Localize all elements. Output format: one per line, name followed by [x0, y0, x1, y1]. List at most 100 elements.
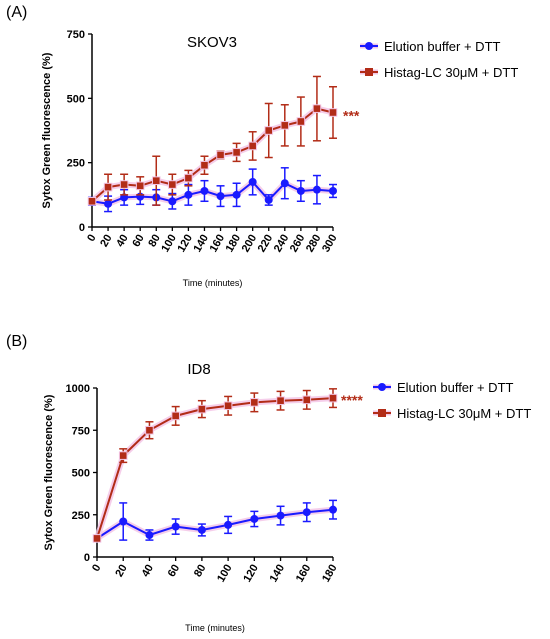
- data-point: [184, 190, 193, 199]
- data-point: [264, 195, 273, 204]
- data-point: [223, 401, 233, 411]
- data-point: [216, 192, 225, 201]
- data-point: [171, 522, 180, 531]
- x-tick-label: 180: [224, 233, 244, 255]
- data-point: [224, 520, 233, 529]
- y-axis-label: Sytox Green fluorescence (%): [41, 52, 53, 208]
- x-tick-label: 80: [146, 233, 163, 250]
- data-point: [168, 197, 177, 206]
- chart-title: ID8: [187, 361, 210, 378]
- legend-item: Elution buffer + DTT: [373, 380, 514, 395]
- data-point: [276, 396, 285, 405]
- x-tick-label: 120: [241, 563, 261, 585]
- legend-item: Histag-LC 30μM + DTT: [373, 406, 531, 421]
- x-tick-label: 40: [140, 563, 157, 580]
- x-tick-label: 60: [130, 233, 147, 250]
- legend-label: Histag-LC 30μM + DTT: [397, 406, 531, 421]
- y-axis-label: Sytox Green fluorescence (%): [43, 394, 55, 550]
- significance-marker: ***: [343, 107, 360, 123]
- significance-marker: ****: [341, 392, 363, 408]
- x-tick-label: 300: [320, 233, 340, 255]
- x-tick-label: 20: [98, 233, 115, 250]
- series-line-glow: [94, 395, 334, 540]
- data-point: [276, 511, 285, 520]
- data-point: [151, 176, 161, 185]
- legend-marker: [365, 42, 373, 50]
- chart-panel-b: (B) ID8 0 250 500 750 1000 0 20 40 60 80 100 120 140 16…: [6, 333, 531, 633]
- data-point: [92, 534, 102, 543]
- y-tick-label: 750: [72, 425, 90, 437]
- data-point: [216, 150, 225, 160]
- x-tick-label: 100: [159, 233, 179, 255]
- data-point: [250, 514, 259, 523]
- x-tick-label: 0: [90, 563, 103, 574]
- y-tick-label: 0: [79, 222, 85, 234]
- x-axis-label: Time (minutes): [185, 623, 245, 633]
- legend-marker: [378, 409, 386, 417]
- data-point: [328, 108, 338, 117]
- series-line: [91, 181, 334, 205]
- data-point: [296, 186, 305, 195]
- legend-label: Elution buffer + DTT: [384, 39, 501, 54]
- x-tick-label: 80: [192, 563, 209, 580]
- x-tick-label: 40: [114, 233, 131, 250]
- x-tick-label: 280: [304, 233, 324, 255]
- data-point: [119, 517, 128, 526]
- legend-marker: [365, 68, 373, 76]
- series-red: [87, 75, 338, 206]
- panel-label: (B): [6, 333, 27, 350]
- data-point: [119, 180, 129, 189]
- data-point: [312, 104, 322, 113]
- x-tick-label: 160: [294, 563, 314, 585]
- legend-item: Elution buffer + DTT: [360, 39, 501, 54]
- x-axis-label: Time (minutes): [183, 278, 243, 288]
- y-tick-label: 500: [72, 468, 90, 480]
- x-tick-label: 260: [288, 233, 308, 255]
- y-tick-label: 250: [67, 158, 85, 170]
- x-tick-label: 100: [215, 563, 235, 585]
- y-tick-label: 500: [67, 93, 85, 105]
- data-point: [264, 126, 274, 135]
- data-point: [145, 531, 154, 540]
- legend-marker: [378, 383, 386, 391]
- y-tick-label: 0: [84, 552, 90, 564]
- x-tick-label: 200: [240, 233, 260, 255]
- data-point: [232, 148, 241, 157]
- data-point: [197, 404, 207, 414]
- data-point: [87, 196, 97, 206]
- data-point: [329, 186, 337, 195]
- series-red: [92, 388, 338, 543]
- data-point: [232, 190, 241, 199]
- panel-label: (A): [6, 4, 27, 21]
- x-tick-label: 220: [256, 233, 276, 255]
- data-point: [328, 393, 338, 403]
- x-tick-label: 120: [175, 233, 195, 255]
- series-line: [96, 508, 334, 540]
- data-point: [145, 425, 154, 435]
- legend-label: Elution buffer + DTT: [397, 380, 514, 395]
- series-line: [96, 397, 334, 539]
- data-point: [168, 180, 177, 189]
- x-tick-label: 20: [113, 563, 130, 580]
- x-tick-label: 0: [85, 233, 98, 244]
- data-point: [171, 411, 180, 421]
- x-tick-label: 160: [208, 233, 228, 255]
- series-line: [91, 107, 334, 203]
- x-tick-label: 140: [191, 233, 211, 255]
- data-point: [103, 182, 113, 192]
- x-tick-label: 140: [268, 563, 288, 585]
- data-point: [250, 398, 259, 407]
- x-tick-label: 180: [320, 563, 340, 585]
- data-point: [200, 186, 209, 195]
- series-blue: [93, 499, 337, 543]
- data-point: [296, 117, 306, 126]
- y-tick-label: 1000: [66, 383, 90, 395]
- data-point: [329, 505, 337, 514]
- data-point: [302, 508, 311, 517]
- data-point: [184, 173, 193, 183]
- data-point: [302, 395, 312, 405]
- data-point: [280, 121, 290, 130]
- data-point: [197, 525, 206, 534]
